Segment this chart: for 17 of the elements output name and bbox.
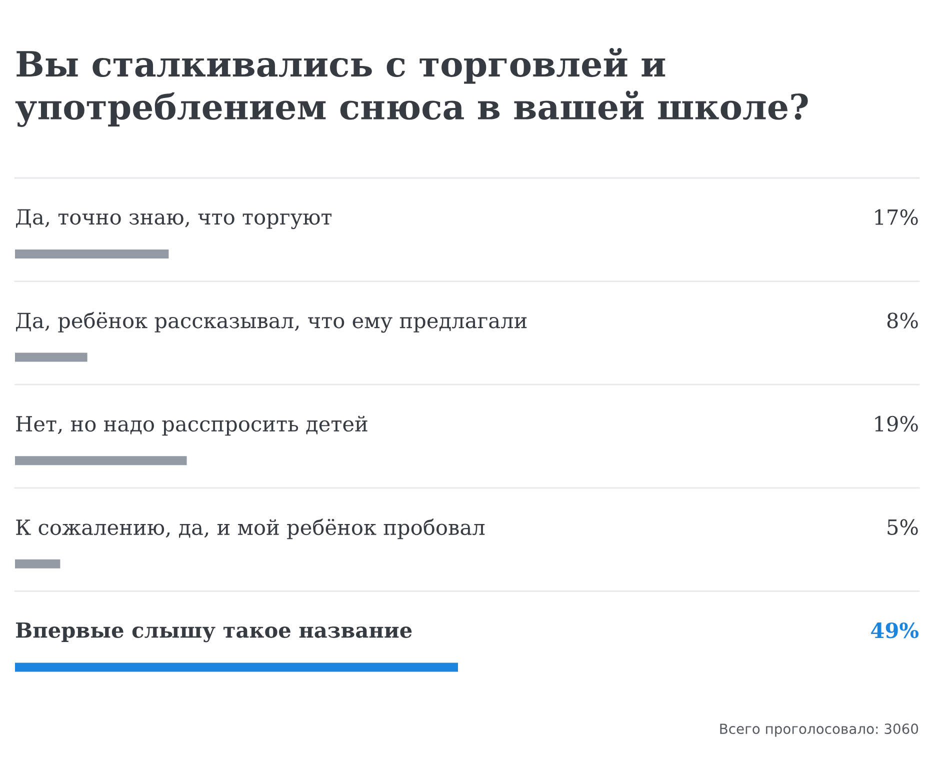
bar	[15, 250, 169, 258]
data-label: 8%	[887, 312, 918, 328]
data-label: 5%	[888, 519, 918, 535]
bar	[15, 352, 88, 362]
y-tick-label: Да, точно знаю, что торгуют	[16, 209, 332, 230]
bar	[15, 559, 60, 568]
bar	[15, 662, 458, 672]
y-tick-label: К сожалению, да, и мой ребёнок пробовал	[16, 518, 485, 540]
y-tick-label: Да, ребёнок рассказывал, что ему предлагали	[16, 312, 527, 333]
text: Всего проголосовало: 3060	[720, 724, 918, 737]
data-label: 17%	[875, 209, 918, 226]
data-label: 49%	[871, 622, 918, 638]
chart-title: Вы сталкивались с торговлей и употреблением снюса в вашей школе?	[15, 48, 808, 127]
y-tick-label: Впервые слышу такое название	[16, 622, 412, 642]
data-label: 19%	[875, 416, 918, 432]
bar	[15, 456, 187, 466]
y-tick-label: Нет, но надо расспросить детей	[16, 416, 368, 436]
